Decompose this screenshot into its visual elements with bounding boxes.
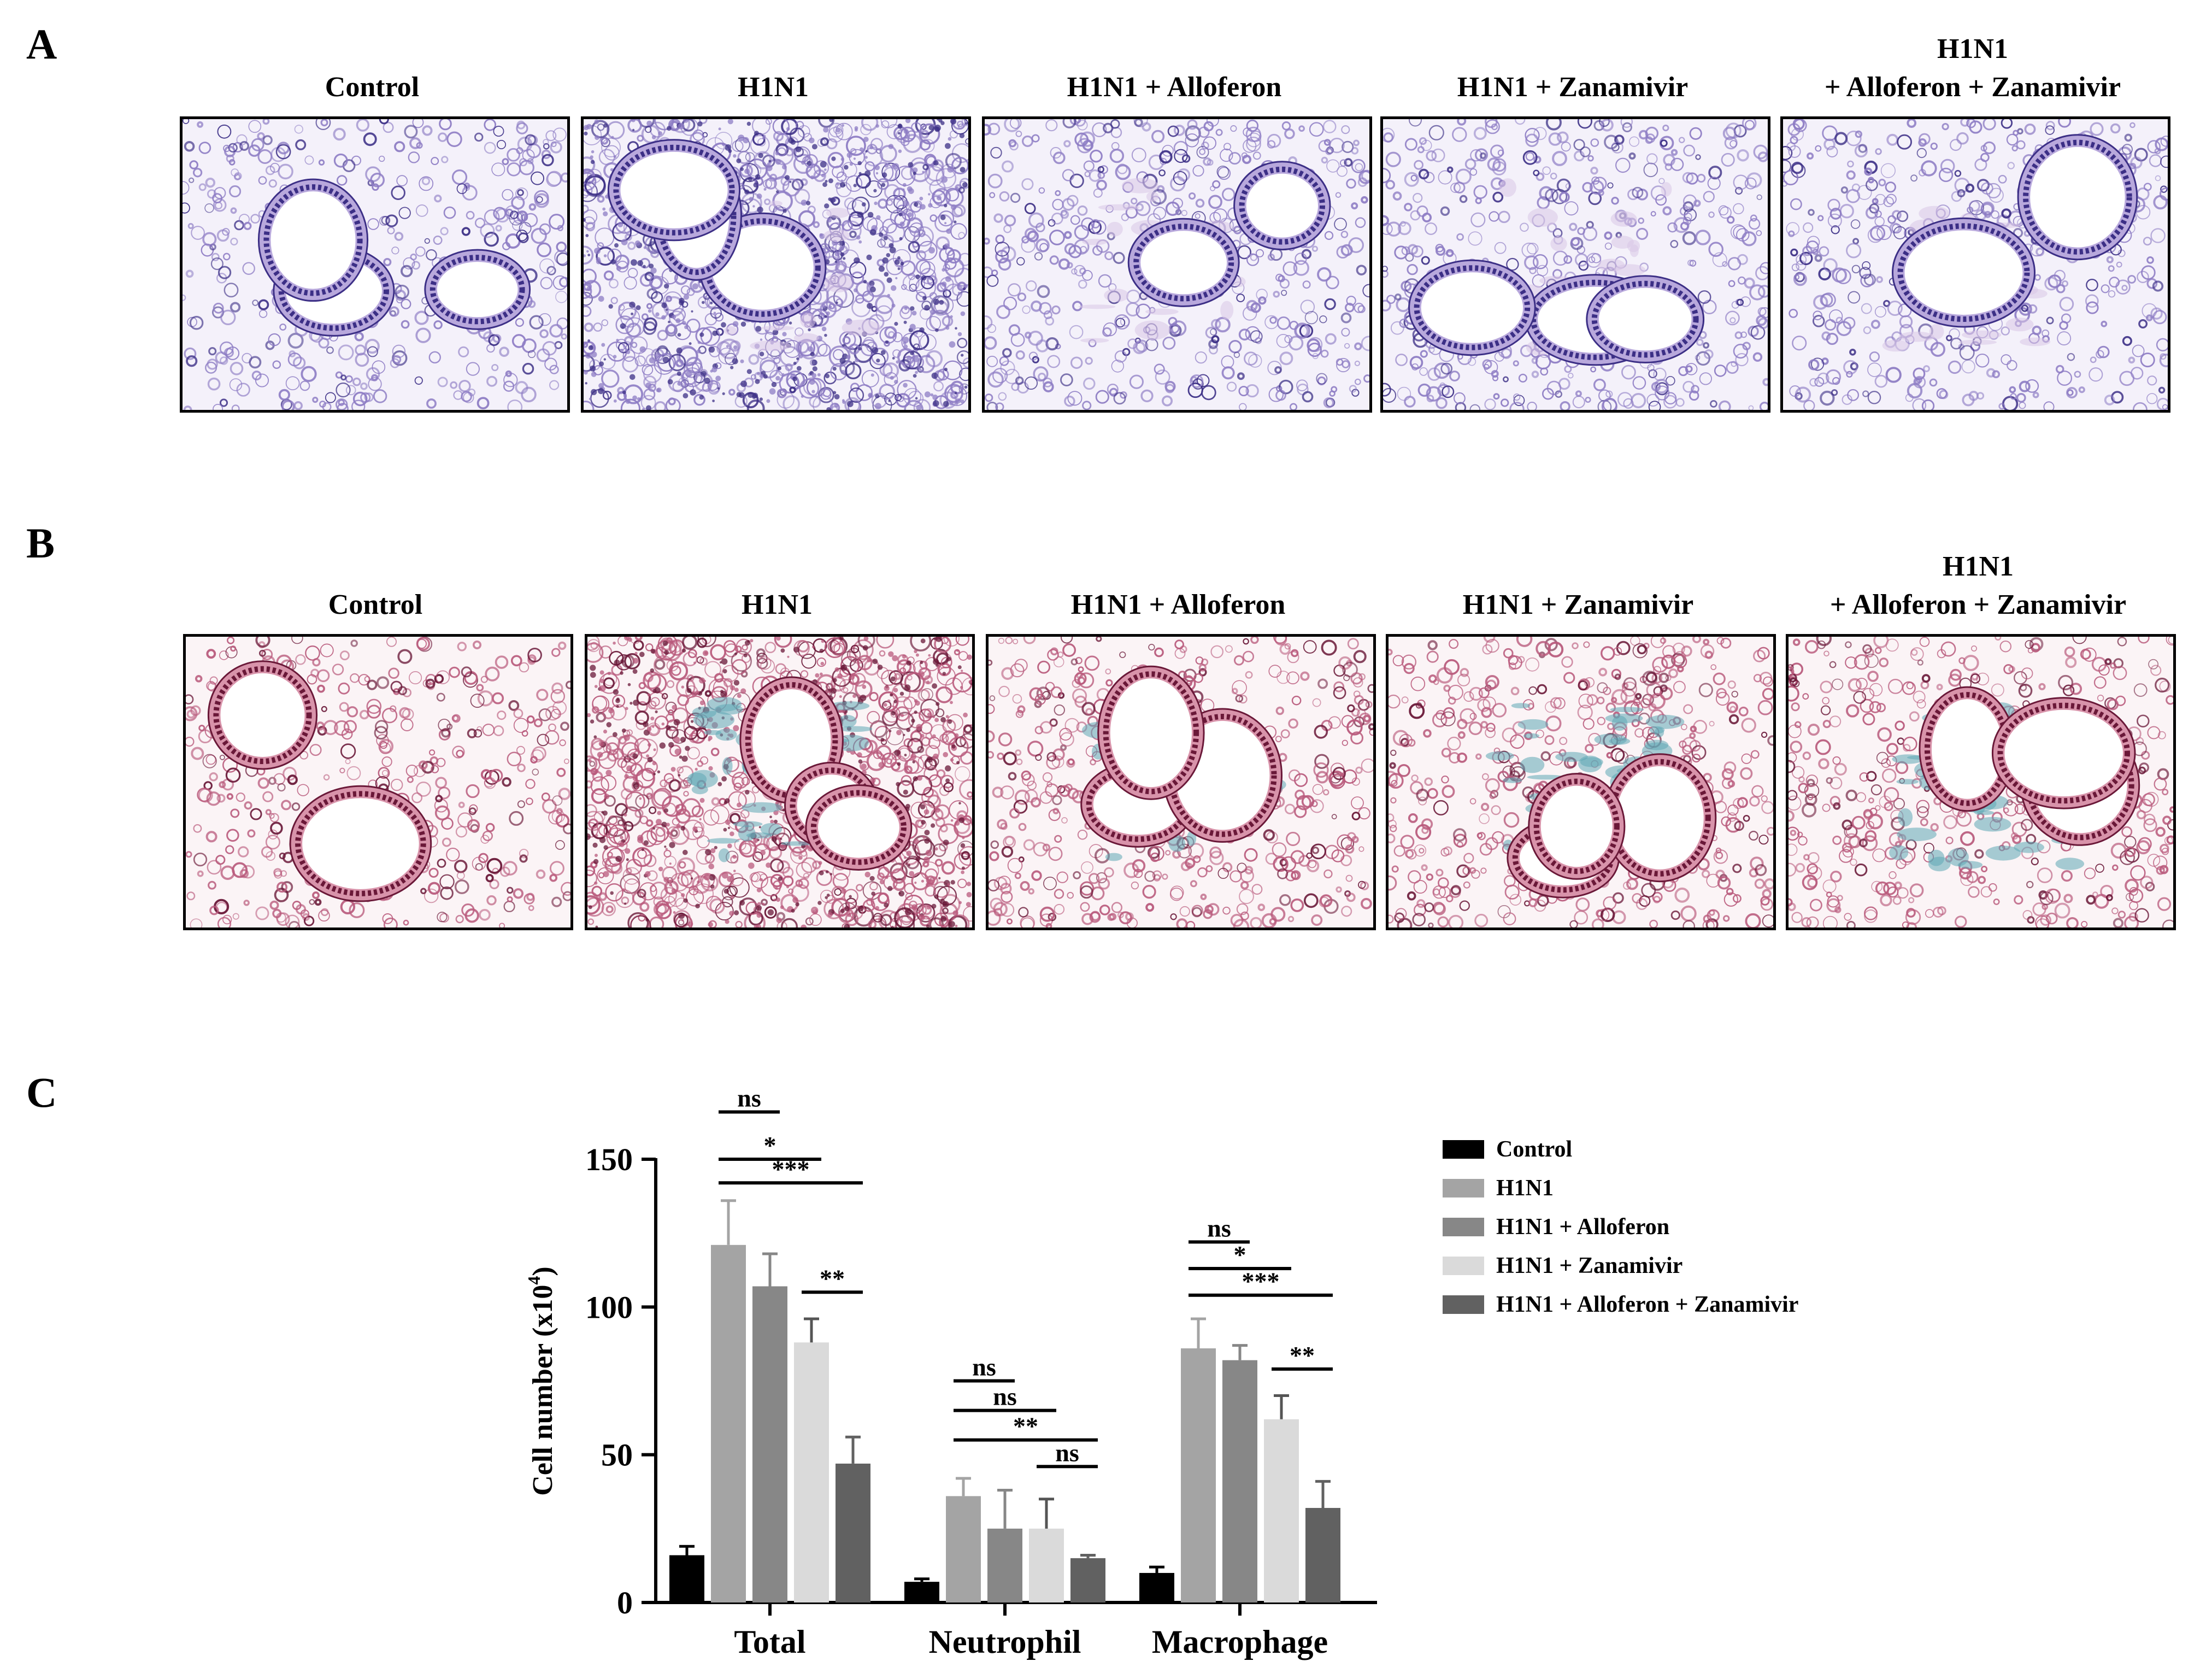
panel-a-label-h1n1-alloferon: H1N1 + Alloferon: [979, 68, 1369, 107]
panel-b-micrograph-h1n1-alloferon: [986, 634, 1376, 930]
bar-2-2: [1222, 1360, 1257, 1602]
label-line-2: + Alloferon + Zanamivir: [1829, 589, 2127, 620]
bar-2-0: [752, 1286, 787, 1602]
y-tick-label: 100: [585, 1289, 633, 1325]
significance-label-5: ns: [993, 1383, 1016, 1411]
panel-a-label-control: Control: [177, 68, 567, 107]
category-label-macrophage: Macrophage: [1152, 1624, 1328, 1660]
label-line-1: H1N1: [1937, 33, 2008, 64]
legend-swatch: [1443, 1257, 1484, 1275]
panel-b-label-h1n1-zanamivir: H1N1 + Zanamivir: [1383, 586, 1773, 624]
label-line-1: H1N1 + Alloferon: [1070, 589, 1286, 620]
category-label-total: Total: [734, 1624, 805, 1660]
panel-b-micrograph-h1n1-alloferon-zanamivir: [1786, 634, 2176, 930]
significance-label-4: ns: [972, 1353, 996, 1381]
bar-3-1: [1029, 1528, 1064, 1602]
panel-letter-c: C: [26, 1069, 57, 1116]
legend-swatch: [1443, 1179, 1484, 1197]
bar-1-2: [1181, 1348, 1216, 1602]
panel-b-micrograph-h1n1-zanamivir: [1386, 634, 1776, 930]
panel-b-micrograph-control: [183, 634, 573, 930]
bar-1-1: [946, 1496, 981, 1602]
bar-0-2: [1139, 1572, 1174, 1602]
legend-item-1: H1N1: [1443, 1171, 1554, 1205]
label-line-1: Control: [325, 72, 420, 103]
panel-a-label-h1n1-zanamivir: H1N1 + Zanamivir: [1378, 68, 1768, 107]
panel-a-micrograph-h1n1-zanamivir: [1380, 116, 1770, 413]
label-line-2: + Alloferon + Zanamivir: [1824, 72, 2121, 103]
bar-3-2: [1264, 1419, 1299, 1602]
label-line-1: H1N1: [738, 72, 809, 103]
legend-swatch: [1443, 1295, 1484, 1314]
significance-label-1: *: [764, 1131, 776, 1159]
significance-label-7: ns: [1055, 1439, 1079, 1466]
label-line-1: H1N1: [1943, 551, 2014, 582]
legend-label: H1N1 + Zanamivir: [1496, 1253, 1683, 1278]
bar-0-0: [669, 1555, 704, 1602]
label-line-1: H1N1 + Zanamivir: [1462, 589, 1694, 620]
panel-a-micrograph-h1n1-alloferon: [982, 116, 1372, 413]
legend-item-2: H1N1 + Alloferon: [1443, 1210, 1669, 1244]
legend-swatch: [1443, 1140, 1484, 1159]
label-line-1: H1N1: [742, 589, 813, 620]
significance-label-0: ns: [737, 1084, 761, 1112]
significance-label-6: **: [1013, 1412, 1038, 1440]
panel-a-label-h1n1: H1N1: [578, 68, 968, 107]
panel-b-label-h1n1: H1N1: [582, 586, 972, 624]
category-label-neutrophil: Neutrophil: [929, 1624, 1081, 1660]
y-tick-label: 150: [585, 1142, 633, 1177]
label-line-1: H1N1 + Alloferon: [1067, 72, 1282, 103]
y-axis-label-sup: 4: [524, 1276, 544, 1285]
panel-b-micrograph-h1n1: [585, 634, 975, 930]
panel-b-label-control: Control: [180, 586, 570, 624]
bar-2-1: [987, 1528, 1022, 1602]
significance-label-9: *: [1234, 1241, 1246, 1269]
panel-letter-a: A: [26, 20, 57, 68]
label-line-1: Control: [328, 589, 423, 620]
panel-b-label-h1n1-alloferon: H1N1 + Alloferon: [983, 586, 1373, 624]
panel-a-micrograph-h1n1: [581, 116, 971, 413]
bar-4-1: [1070, 1558, 1105, 1602]
y-axis-label: Cell number (x104): [524, 1266, 558, 1495]
bar-1-0: [711, 1245, 746, 1602]
panel-letter-b: B: [26, 519, 55, 567]
bar-0-1: [904, 1582, 939, 1602]
bar-4-0: [836, 1463, 870, 1602]
legend-item-4: H1N1 + Alloferon + Zanamivir: [1443, 1288, 1798, 1322]
panel-a-micrograph-control: [180, 116, 570, 413]
label-line-1: H1N1 + Zanamivir: [1457, 72, 1689, 103]
y-axis-label-close: ): [527, 1266, 558, 1276]
panel-b-label-h1n1-alloferon-zanamivir: H1N1 + Alloferon + Zanamivir: [1783, 548, 2173, 624]
significance-label-8: ns: [1207, 1214, 1231, 1242]
legend-label: H1N1 + Alloferon + Zanamivir: [1496, 1292, 1799, 1317]
significance-label-10: ***: [1242, 1267, 1280, 1295]
legend-item-3: H1N1 + Zanamivir: [1443, 1249, 1682, 1283]
panel-a-micrograph-h1n1-alloferon-zanamivir: [1780, 116, 2170, 413]
significance-label-2: ***: [772, 1155, 810, 1183]
panel-a-label-h1n1-alloferon-zanamivir: H1N1 + Alloferon + Zanamivir: [1778, 30, 2168, 107]
significance-label-3: **: [820, 1264, 845, 1292]
legend-label: Control: [1496, 1137, 1573, 1162]
bar-4-2: [1305, 1507, 1340, 1602]
legend-swatch: [1443, 1218, 1484, 1236]
significance-label-11: **: [1290, 1341, 1315, 1369]
bar-3-0: [794, 1342, 829, 1602]
y-tick-label: 0: [617, 1585, 633, 1621]
y-tick-label: 50: [601, 1437, 633, 1473]
legend-label: H1N1 + Alloferon: [1496, 1214, 1670, 1240]
legend-item-0: Control: [1443, 1132, 1572, 1166]
legend-label: H1N1: [1496, 1176, 1554, 1201]
